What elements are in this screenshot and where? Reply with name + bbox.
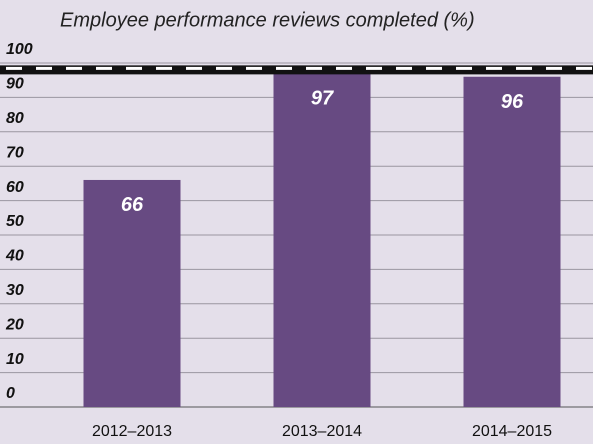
x-tick-label: 2012–2013 xyxy=(92,423,172,440)
y-tick-label: 90 xyxy=(6,76,24,93)
value-label: 96 xyxy=(501,91,524,113)
y-tick-label: 30 xyxy=(6,282,24,299)
y-tick-label: 60 xyxy=(6,179,24,196)
bar xyxy=(463,76,561,407)
y-tick-label: 40 xyxy=(5,248,24,265)
y-tick-label: 0 xyxy=(6,385,15,402)
y-tick-label: 10 xyxy=(6,351,24,368)
bar xyxy=(273,73,371,407)
x-tick-label: 2014–2015 xyxy=(472,423,552,440)
chart-title: Employee performance reviews completed (… xyxy=(60,9,475,31)
y-tick-label: 100 xyxy=(6,41,33,58)
value-label: 66 xyxy=(121,194,144,216)
bar xyxy=(83,179,181,407)
value-label: 97 xyxy=(311,88,334,110)
x-tick-label: 2013–2014 xyxy=(282,423,362,440)
y-tick-label: 70 xyxy=(6,144,24,161)
y-tick-label: 50 xyxy=(6,213,24,230)
y-tick-label: 80 xyxy=(6,110,24,127)
y-tick-label: 20 xyxy=(5,316,24,333)
